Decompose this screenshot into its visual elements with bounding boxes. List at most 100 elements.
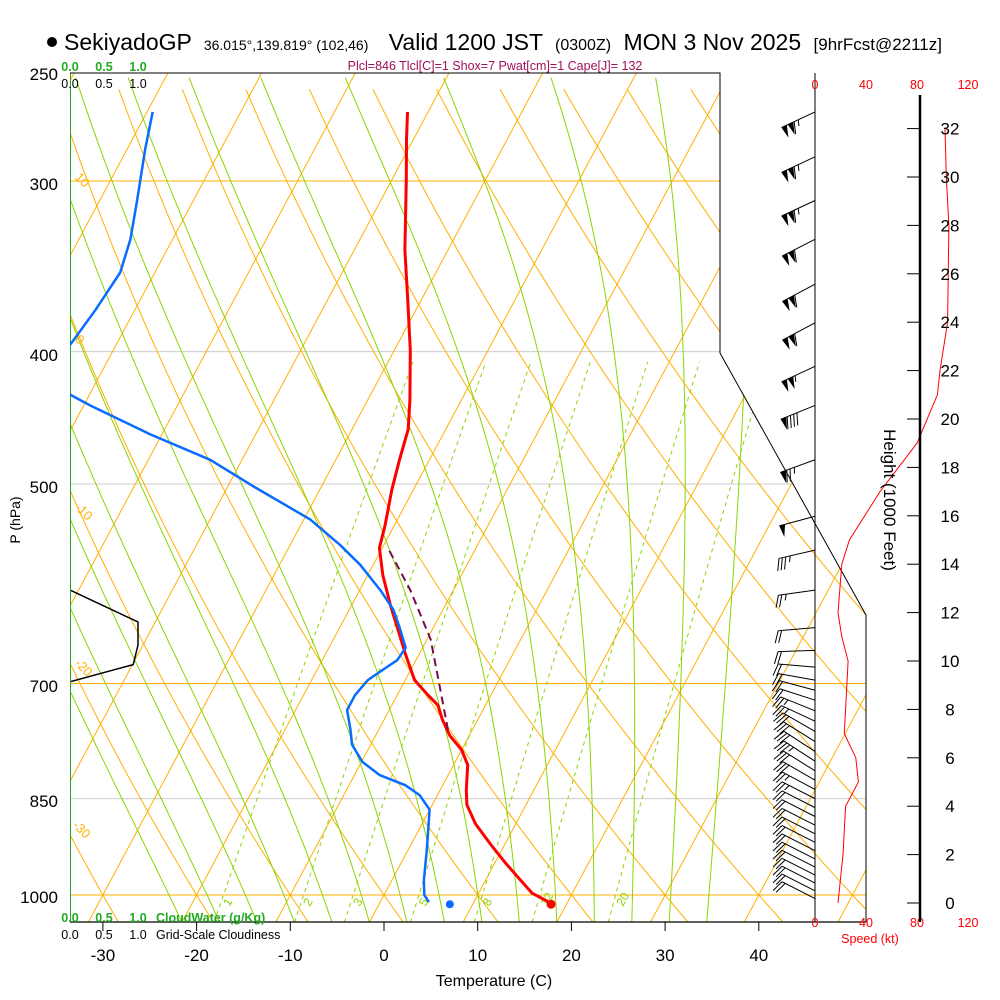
isotherm — [743, 73, 866, 922]
barb-staff — [783, 740, 816, 762]
moist-adiabat — [550, 77, 636, 922]
height-tick-label: 4 — [945, 797, 954, 816]
barb-feather — [775, 826, 786, 837]
isotherm-label: 30 — [839, 531, 866, 558]
surface-dewpoint-dot — [445, 900, 454, 909]
moist-adiabat — [260, 77, 520, 922]
barb-staff — [781, 825, 816, 843]
wind-barb — [772, 881, 816, 899]
wind-barb — [773, 712, 816, 732]
wind-barb — [782, 322, 816, 350]
barb-feather — [772, 841, 783, 852]
speed-tick-label: 120 — [958, 78, 979, 92]
height-tick-label: 10 — [941, 652, 960, 671]
barb-feather — [772, 771, 783, 782]
temperature-tick-label: 20 — [562, 946, 581, 965]
wind-barb — [780, 459, 816, 483]
barb-feather — [776, 723, 787, 733]
barb-feather — [775, 697, 785, 709]
height-tick-label: 26 — [941, 265, 960, 284]
wind-barb — [781, 156, 816, 183]
barb-feather — [776, 763, 787, 773]
pressure-tick-label: 250 — [30, 65, 58, 84]
barb-feather — [773, 712, 784, 722]
barb-feather — [775, 843, 786, 853]
cloud-water-axis-title: CloudWater (g/Kg) — [156, 911, 265, 925]
barb-feather — [779, 734, 791, 744]
temperature-tick-label: 40 — [749, 946, 768, 965]
isotherm-label: 0 — [721, 226, 742, 245]
wind-barb — [777, 549, 816, 572]
barb-feather — [775, 706, 786, 717]
isotherm — [70, 73, 356, 922]
barb-flag — [782, 337, 790, 350]
barb-flag — [788, 295, 796, 308]
barb-feather — [775, 800, 786, 811]
wind-barb — [772, 781, 816, 800]
barb-feather — [777, 651, 782, 664]
barb-staff — [781, 849, 816, 868]
barb-feather — [772, 833, 783, 844]
barb-feather — [776, 752, 787, 762]
barb-feather — [772, 705, 782, 716]
wind-barb — [781, 200, 816, 227]
barb-staff — [778, 673, 816, 681]
barb-feather — [773, 740, 785, 750]
barb-feather — [780, 557, 783, 571]
wind-barb — [775, 589, 816, 608]
mixing-ratio-line — [531, 361, 700, 922]
barb-staff — [780, 404, 816, 420]
barb-feather — [777, 558, 780, 572]
barb-feather — [793, 121, 797, 135]
barb-staff — [783, 750, 816, 772]
barb-half-feather — [797, 119, 800, 127]
barb-staff — [781, 781, 816, 800]
barb-staff — [781, 365, 816, 383]
barb-feather — [779, 764, 790, 774]
moist-adiabat — [127, 77, 445, 922]
barb-feather — [772, 799, 783, 809]
wind-barb — [773, 750, 816, 772]
wind-barb — [779, 515, 816, 537]
isotherm — [556, 73, 866, 922]
height-axis-title: Height (1000 Feet) — [880, 429, 899, 571]
parcel-line — [387, 547, 449, 731]
speed-axis-title: Speed (kt) — [841, 932, 899, 946]
utc-time: (0300Z) — [555, 37, 611, 54]
barb-staff — [781, 865, 816, 884]
wind-barb — [772, 705, 816, 722]
pressure-tick-label: 500 — [30, 478, 58, 497]
isotherm — [650, 73, 866, 922]
barb-staff — [779, 515, 816, 527]
pressure-tick-label: 1000 — [20, 888, 58, 907]
moist-adiabat — [70, 77, 258, 922]
cloud-water-tick-label: 0.0 — [61, 60, 78, 74]
barb-staff — [781, 799, 816, 817]
barb-feather — [776, 742, 788, 752]
mixing-ratio-label: 2 — [300, 895, 316, 908]
height-tick-label: 16 — [941, 507, 960, 526]
wind-barb — [772, 849, 816, 868]
moist-adiabat — [70, 77, 295, 922]
barb-staff — [778, 589, 816, 596]
height-tick-label: 20 — [941, 410, 960, 429]
cloud-water-tick-label: 0.5 — [95, 60, 112, 74]
mixing-ratio-line — [343, 361, 532, 922]
station-coords: 36.015°,139.819° (102,46) — [204, 37, 369, 53]
moist-adiabat — [188, 77, 483, 922]
cloud-water-tick-label: 1.0 — [129, 60, 146, 74]
wind-barb — [781, 111, 816, 138]
barb-feather — [775, 882, 786, 893]
barb-half-feather — [797, 208, 800, 215]
barb-feather — [772, 816, 783, 827]
barb-flag — [788, 334, 796, 347]
mixing-ratio-label: 1 — [220, 895, 236, 908]
barb-feather — [772, 790, 783, 801]
cloud-water-tick-label: 0.0 — [61, 911, 78, 925]
mixing-ratio-line — [409, 361, 591, 922]
barb-half-feather — [784, 708, 790, 714]
barb-feather — [772, 808, 783, 818]
moist-adiabat — [70, 77, 220, 922]
